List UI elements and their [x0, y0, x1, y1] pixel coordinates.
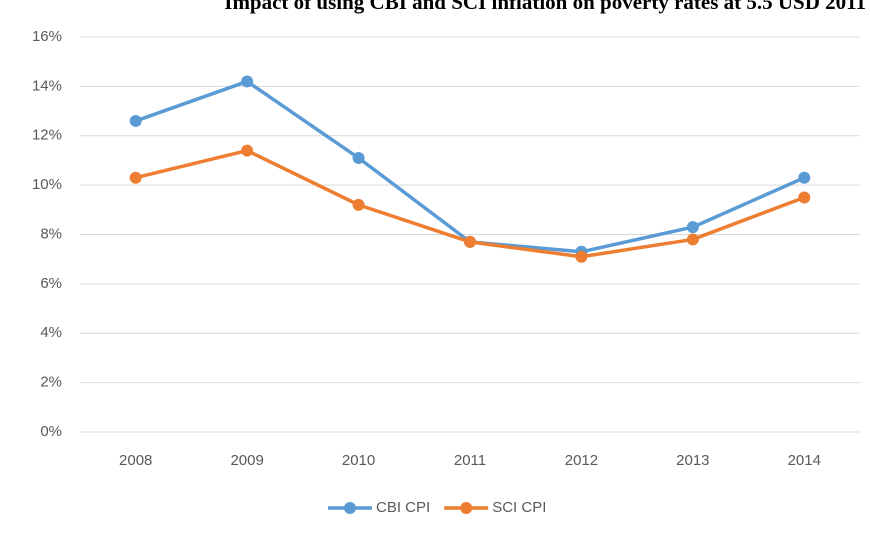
- data-point: [352, 151, 365, 164]
- y-tick-label: 8%: [40, 225, 62, 242]
- y-tick-label: 0%: [40, 423, 62, 440]
- data-point: [575, 250, 588, 263]
- x-tick-label: 2010: [342, 452, 375, 469]
- data-point: [798, 171, 811, 184]
- legend-label: SCI CPI: [492, 499, 546, 516]
- x-tick-label: 2009: [230, 452, 263, 469]
- legend-label: CBI CPI: [376, 499, 430, 516]
- legend-marker: [460, 502, 473, 514]
- legend-marker: [344, 502, 356, 514]
- data-point: [798, 191, 811, 204]
- data-point: [129, 114, 142, 127]
- y-tick-label: 10%: [32, 176, 62, 193]
- data-point: [464, 235, 476, 248]
- data-point: [686, 221, 699, 234]
- data-point: [241, 75, 254, 88]
- x-tick-label: 2008: [119, 452, 152, 469]
- chart-title: Impact of using CBI and SCI inflation on…: [224, 0, 866, 14]
- x-tick-label: 2013: [676, 452, 709, 469]
- y-tick-label: 4%: [40, 324, 62, 341]
- data-point: [241, 144, 254, 157]
- y-tick-label: 12%: [32, 127, 62, 144]
- x-tick-label: 2011: [454, 452, 486, 469]
- y-tick-label: 16%: [32, 28, 62, 45]
- y-tick-label: 14%: [32, 77, 62, 94]
- series-line: [135, 79, 805, 254]
- x-tick-label: 2014: [788, 452, 821, 469]
- y-tick-label: 6%: [40, 275, 62, 292]
- data-point: [686, 233, 699, 246]
- data-point: [129, 171, 142, 184]
- x-tick-label: 2012: [565, 452, 598, 469]
- y-tick-label: 2%: [40, 374, 62, 391]
- data-point: [352, 198, 365, 211]
